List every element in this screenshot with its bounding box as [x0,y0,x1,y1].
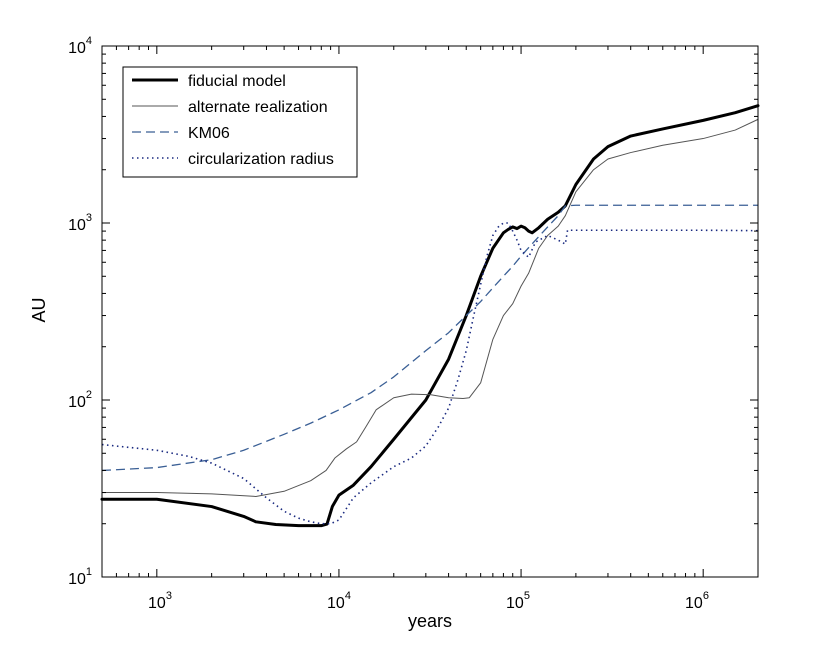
y-tick-labels: 101 102 103 104 [68,35,92,588]
x-tick-label: 105 [506,590,530,612]
series-line-circularization-radius [101,222,759,525]
legend: fiducial model alternate realization KM0… [122,66,358,178]
y-tick-label: 101 [68,566,92,588]
legend-label-circularization: circularization radius [188,151,334,168]
ticks-layer [101,45,759,578]
y-tick-label: 102 [68,389,92,411]
x-axis-label: years [408,611,452,631]
series-line-fiducial-model [100,104,760,528]
y-tick-label: 104 [68,35,92,57]
x-tick-labels: 103 104 105 106 [148,590,709,612]
plot-frame [101,45,759,578]
x-tick-label: 106 [685,590,709,612]
x-tick-label: 103 [148,590,172,612]
series-layer [100,104,760,528]
y-tick-label: 103 [68,212,92,234]
legend-label-alternate: alternate realization [188,99,328,116]
legend-label-km06: KM06 [188,125,230,142]
series-line-km06 [101,204,758,472]
y-axis-label: AU [29,297,49,322]
series-line-alternate-realization [101,118,759,497]
x-tick-label: 104 [327,590,351,612]
legend-label-fiducial: fiducial model [188,73,286,90]
